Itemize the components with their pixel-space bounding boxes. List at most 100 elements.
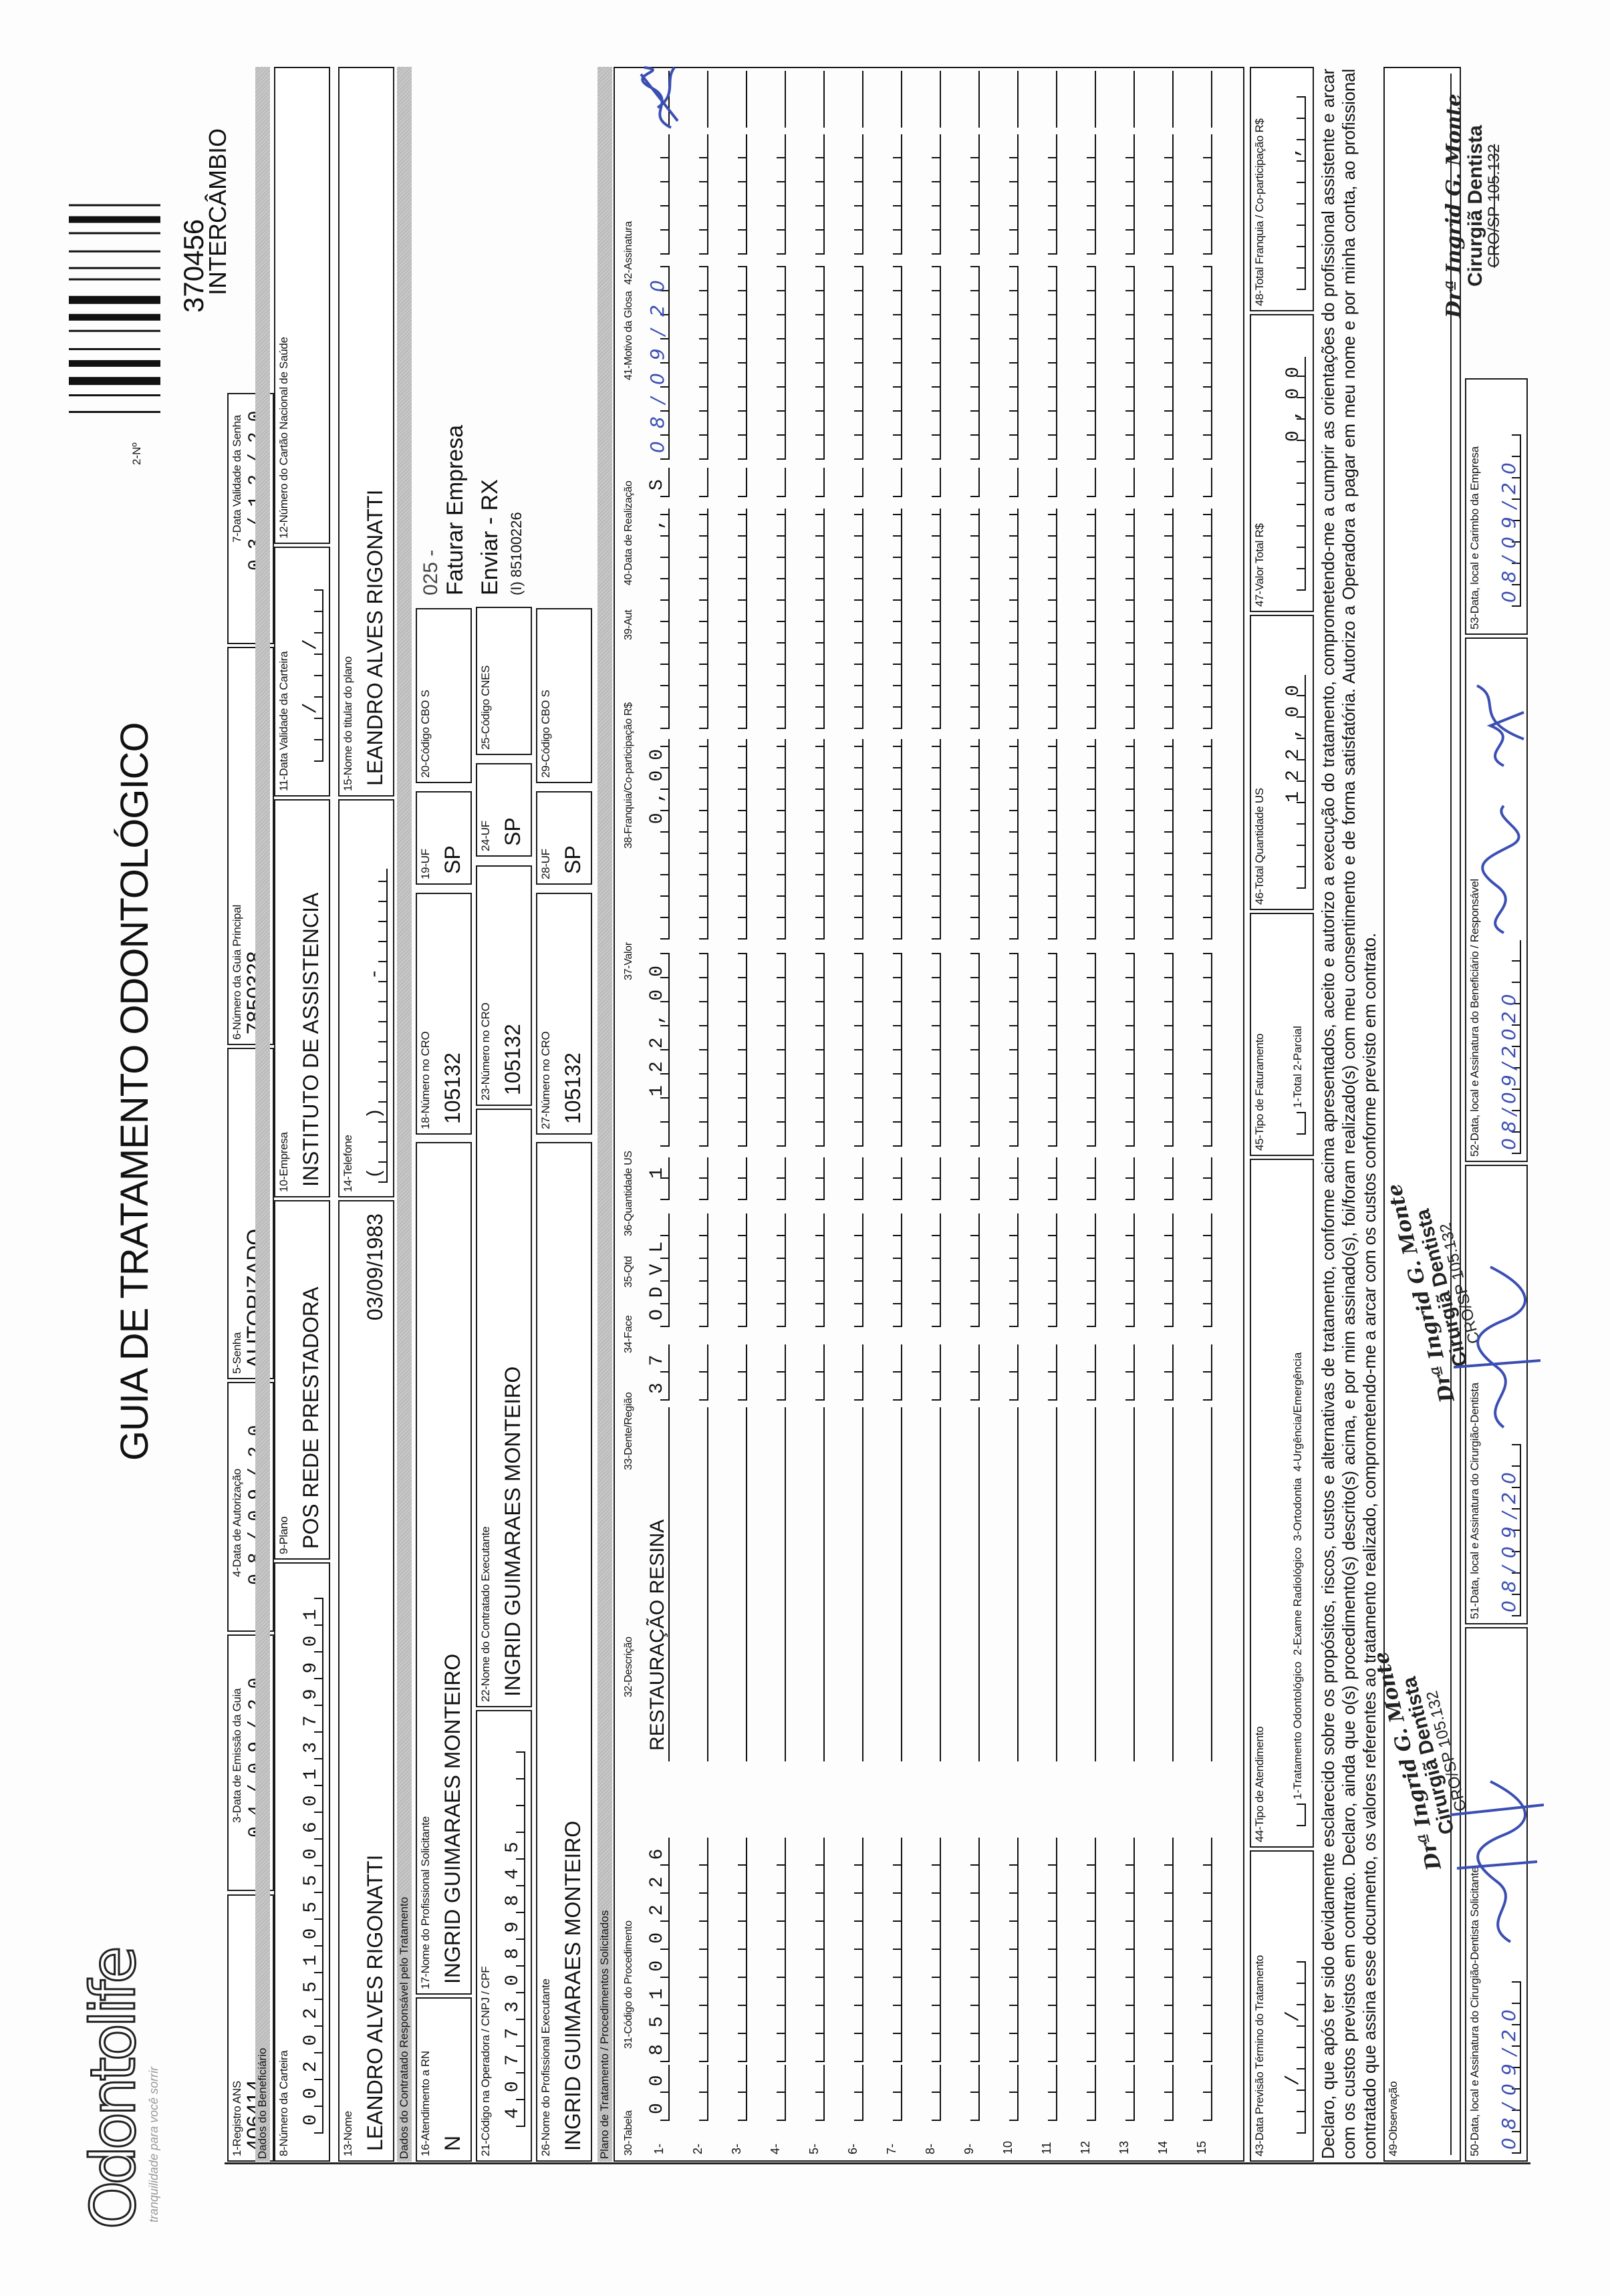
cell-data-realizacao[interactable] — [841, 266, 863, 460]
cell-data-realizacao[interactable] — [686, 266, 708, 460]
cell-descricao[interactable] — [1151, 1407, 1174, 1761]
cell-codigo[interactable] — [957, 1838, 980, 2062]
cell-assinatura[interactable] — [707, 71, 708, 128]
cell-dente[interactable] — [1035, 1344, 1057, 1401]
cell-aut[interactable] — [841, 468, 863, 497]
cell-dente[interactable] — [880, 1344, 902, 1401]
cell-data-realizacao[interactable] — [1112, 266, 1135, 460]
cell-qtd[interactable] — [880, 1157, 902, 1200]
cell-face[interactable] — [996, 1213, 1019, 1327]
total-us-value[interactable]: 122,00 — [1283, 675, 1306, 889]
cell-descricao[interactable] — [841, 1407, 863, 1761]
previsao-value[interactable]: / / — [1283, 1961, 1306, 2134]
cell-valor[interactable] — [880, 739, 902, 940]
cell-assinatura[interactable] — [746, 71, 747, 128]
cell-descricao[interactable] — [724, 1407, 747, 1761]
cell-codigo[interactable] — [1073, 1838, 1096, 2062]
cell-codigo[interactable] — [996, 1838, 1019, 2062]
cell-face[interactable] — [802, 1213, 825, 1327]
cell-descricao[interactable] — [957, 1407, 980, 1761]
cell-qtd-us[interactable] — [1073, 953, 1096, 1147]
carimbo-empresa-date[interactable]: 08/09/20 — [1498, 434, 1521, 607]
cell-aut[interactable] — [1035, 468, 1057, 497]
cell-valor[interactable] — [918, 739, 941, 940]
valor-total-value[interactable]: 0,00 — [1283, 357, 1306, 591]
cell-aut[interactable]: S — [647, 461, 670, 497]
cell-codigo[interactable]: 85100226 — [647, 1832, 670, 2062]
cell-valor[interactable] — [957, 739, 980, 940]
cell-qtd-us[interactable] — [1035, 953, 1057, 1147]
cell-glosa[interactable] — [724, 134, 747, 255]
cell-aut[interactable] — [880, 468, 902, 497]
cell-face[interactable] — [763, 1213, 786, 1327]
cell-qtd[interactable]: 1 — [647, 1157, 670, 1200]
cell-qtd[interactable] — [1151, 1157, 1174, 1200]
cell-valor[interactable] — [1151, 739, 1174, 940]
cell-tabela[interactable] — [686, 2065, 708, 2121]
cell-valor[interactable] — [1112, 739, 1135, 940]
cell-codigo[interactable] — [1190, 1838, 1212, 2062]
cell-data-realizacao[interactable] — [1035, 266, 1057, 460]
cell-tabela[interactable] — [1112, 2065, 1135, 2121]
cell-face[interactable] — [1190, 1213, 1212, 1327]
cell-franquia[interactable] — [1151, 509, 1174, 729]
cell-dente[interactable] — [763, 1344, 786, 1401]
cell-assinatura[interactable] — [862, 71, 863, 128]
cell-face[interactable] — [686, 1213, 708, 1327]
cell-qtd-us[interactable] — [880, 953, 902, 1147]
cell-qtd-us[interactable]: 122,00 — [647, 953, 670, 1147]
cell-data-realizacao[interactable] — [724, 266, 747, 460]
cell-tabela[interactable] — [802, 2065, 825, 2121]
cell-aut[interactable] — [1190, 468, 1212, 497]
cell-tabela[interactable] — [996, 2065, 1019, 2121]
cell-dente[interactable] — [1073, 1344, 1096, 1401]
cell-data-realizacao[interactable] — [763, 266, 786, 460]
cell-face[interactable] — [1112, 1213, 1135, 1327]
assinatura-solicitante-date[interactable]: 08/09/20 — [1498, 1981, 1521, 2154]
cell-valor[interactable] — [841, 739, 863, 940]
cell-glosa[interactable] — [763, 134, 786, 255]
cell-qtd[interactable] — [1073, 1157, 1096, 1200]
cell-descricao[interactable] — [686, 1407, 708, 1761]
cell-franquia[interactable] — [802, 509, 825, 729]
cell-franquia[interactable] — [957, 509, 980, 729]
cell-descricao[interactable] — [802, 1407, 825, 1761]
cell-codigo[interactable] — [1112, 1838, 1135, 2062]
assinatura-dentista-date[interactable]: 08/09/20 — [1498, 1444, 1521, 1616]
cell-aut[interactable] — [724, 468, 747, 497]
cell-aut[interactable] — [686, 468, 708, 497]
cell-glosa[interactable] — [918, 134, 941, 255]
cell-tabela[interactable] — [957, 2065, 980, 2121]
cell-aut[interactable] — [1112, 468, 1135, 497]
cell-qtd-us[interactable] — [763, 953, 786, 1147]
cell-data-realizacao[interactable] — [1151, 266, 1174, 460]
cell-franquia[interactable] — [724, 509, 747, 729]
cell-tabela[interactable] — [918, 2065, 941, 2121]
cell-qtd-us[interactable] — [1151, 953, 1174, 1147]
cell-dente[interactable] — [686, 1344, 708, 1401]
cell-face[interactable] — [841, 1213, 863, 1327]
cell-aut[interactable] — [802, 468, 825, 497]
cell-qtd-us[interactable] — [686, 953, 708, 1147]
cell-glosa[interactable] — [996, 134, 1019, 255]
cell-tabela[interactable] — [763, 2065, 786, 2121]
cell-valor[interactable] — [1035, 739, 1057, 940]
cell-face[interactable] — [957, 1213, 980, 1327]
cell-qtd[interactable] — [763, 1157, 786, 1200]
cell-glosa[interactable] — [647, 134, 670, 255]
cell-tabela[interactable] — [1073, 2065, 1096, 2121]
cell-descricao[interactable] — [996, 1407, 1019, 1761]
cell-assinatura[interactable] — [901, 71, 902, 128]
cell-franquia[interactable] — [918, 509, 941, 729]
cell-glosa[interactable] — [880, 134, 902, 255]
cell-qtd[interactable] — [918, 1157, 941, 1200]
cell-qtd[interactable] — [802, 1157, 825, 1200]
cell-face[interactable] — [880, 1213, 902, 1327]
cell-qtd[interactable] — [996, 1157, 1019, 1200]
cell-assinatura[interactable] — [785, 71, 786, 128]
cell-valor[interactable] — [763, 739, 786, 940]
assinatura-beneficiario-date[interactable]: 08/09/2020 — [1498, 940, 1521, 1154]
cell-data-realizacao[interactable] — [880, 266, 902, 460]
cell-valor[interactable] — [1190, 739, 1212, 940]
cell-data-realizacao[interactable] — [918, 266, 941, 460]
